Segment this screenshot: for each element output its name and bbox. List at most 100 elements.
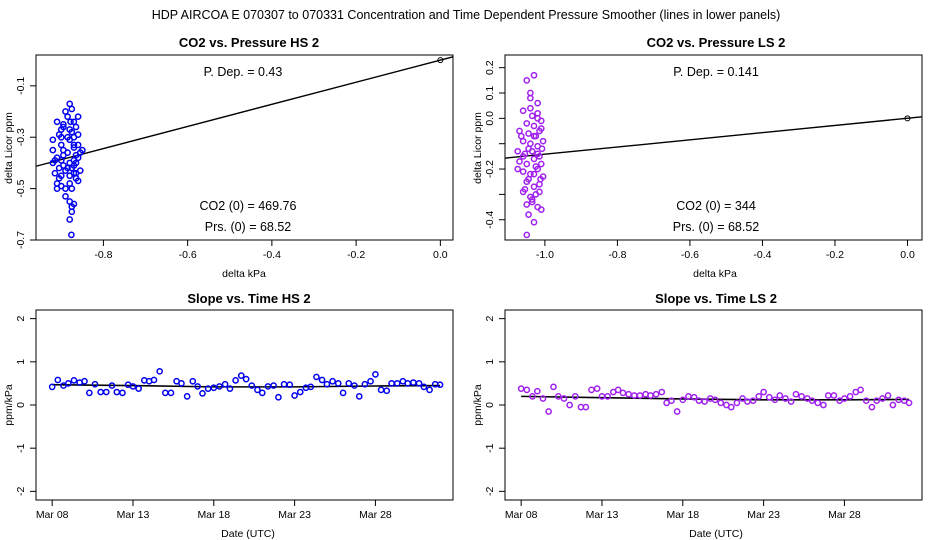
panel-hs-pressure-frame (35, 54, 454, 241)
panel-ls-pressure-fit-line (504, 116, 923, 159)
panel-hs-pressure-x-ticks: -0.8 -0.6 -0.4 -0.2 0.0 (94, 240, 448, 261)
panel-ls-pressure-xlabel: delta kPa (693, 268, 737, 280)
data-point (630, 392, 638, 399)
data-point (519, 107, 527, 115)
panel-ls-time-y-ticks: -2 -1 0 1 2 (484, 316, 505, 496)
panel-hs-pressure-points (49, 100, 86, 239)
panel-hs-time-frame (35, 309, 454, 501)
panel-hs-pressure-title: CO2 vs. Pressure HS 2 (179, 35, 319, 50)
figure-suptitle: HDP AIRCOA E 070307 to 070331 Concentrat… (152, 8, 781, 22)
data-point (74, 131, 82, 139)
x-tick-label: Mar 08 (505, 509, 538, 521)
data-point (237, 372, 245, 379)
panel-ls-pressure-points (514, 71, 547, 239)
data-point (51, 169, 59, 177)
data-point (545, 408, 552, 415)
data-point (70, 377, 78, 384)
data-point (879, 395, 886, 402)
data-point (221, 380, 229, 388)
data-point (820, 401, 827, 409)
data-point (355, 393, 363, 400)
data-point (248, 382, 256, 389)
panel-ls-pressure-y-ticks: -0.4 -0.2 0.0 0.1 0.2 (484, 60, 505, 229)
data-point (334, 380, 342, 387)
data-point (49, 146, 57, 154)
data-point (64, 380, 72, 387)
data-point (68, 105, 76, 113)
data-point (857, 386, 864, 394)
data-point (529, 393, 536, 400)
data-point (528, 196, 536, 203)
data-point (523, 120, 531, 127)
data-point (420, 383, 428, 391)
data-point (62, 185, 69, 192)
data-point (537, 117, 545, 125)
y-tick-label: 0 (484, 402, 496, 408)
data-point (525, 175, 532, 183)
data-point (760, 388, 767, 396)
data-point (658, 388, 666, 396)
panel-hs-pressure-prs: Prs. (0) = 68.52 (205, 220, 292, 234)
y-tick-label: 0.1 (484, 86, 496, 101)
data-point (189, 377, 197, 385)
data-point (49, 136, 57, 144)
panel-ls-pressure-prs: Prs. (0) = 68.52 (673, 220, 760, 234)
data-point (351, 382, 358, 389)
data-point (68, 208, 76, 216)
panel-ls-time-x-ticks: Mar 08 Mar 13 Mar 18 Mar 23 Mar 28 (505, 500, 861, 521)
data-point (873, 397, 881, 405)
data-point (156, 367, 163, 375)
y-tick-label: -0.4 (484, 211, 496, 229)
data-point (711, 396, 719, 404)
data-point (167, 389, 175, 397)
panel-ls-time-smoother-line (521, 395, 910, 401)
data-point (727, 403, 735, 411)
data-point (739, 395, 746, 402)
data-point (534, 203, 541, 211)
data-point (527, 89, 534, 97)
data-point (514, 165, 522, 173)
data-point (64, 133, 71, 141)
data-point (862, 397, 870, 405)
data-point (97, 388, 105, 396)
data-point (258, 389, 266, 397)
x-tick-label: 0.0 (900, 249, 915, 261)
data-point (787, 398, 795, 405)
data-point (210, 384, 218, 392)
data-point (765, 393, 773, 401)
x-tick-label: Mar 23 (278, 509, 311, 521)
data-point (74, 154, 82, 162)
data-point (426, 386, 433, 394)
data-point (798, 393, 805, 400)
data-point (199, 389, 206, 397)
data-point (749, 397, 757, 405)
data-point (530, 183, 538, 191)
y-tick-label: -0.3 (15, 128, 27, 146)
x-tick-label: Mar 13 (117, 509, 150, 521)
data-point (527, 104, 534, 112)
data-point (690, 393, 698, 401)
data-point (226, 385, 234, 392)
y-tick-label: 2 (15, 316, 27, 322)
data-point (685, 393, 692, 400)
data-point (415, 380, 423, 387)
data-point (232, 377, 239, 384)
data-point (625, 390, 632, 398)
data-point (808, 397, 816, 405)
data-point (636, 392, 644, 399)
y-tick-label: 0.2 (484, 60, 496, 75)
data-point (74, 177, 82, 185)
data-point (538, 145, 546, 153)
panel-ls-pressure-pdep: P. Dep. = 0.141 (673, 65, 759, 79)
data-point (517, 385, 525, 392)
data-point (64, 164, 71, 172)
data-point (296, 388, 304, 396)
data-point (534, 99, 541, 107)
data-point (161, 389, 169, 397)
data-point (516, 158, 523, 165)
data-point (70, 200, 78, 208)
data-point (701, 398, 708, 405)
panel-ls-time: Slope vs. Time LS 2 Mar 08 Mar 13 Mar 18 Ma… (472, 291, 923, 540)
